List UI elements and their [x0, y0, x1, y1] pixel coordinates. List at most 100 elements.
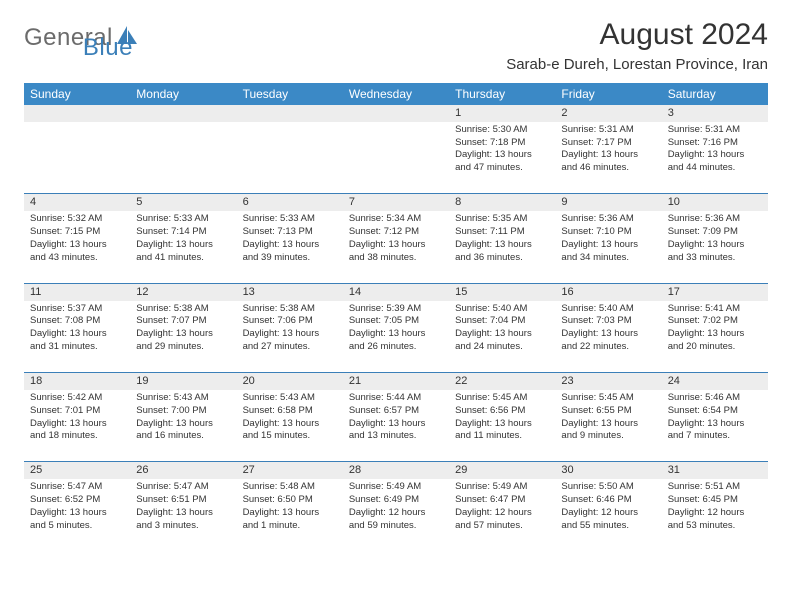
info-row: Sunrise: 5:47 AMSunset: 6:52 PMDaylight:…	[24, 479, 768, 551]
sunrise-text: Sunrise: 5:47 AM	[30, 481, 124, 494]
daylight-text: Daylight: 13 hours and 13 minutes.	[349, 418, 443, 444]
day-number-cell	[343, 105, 449, 122]
sunset-text: Sunset: 7:13 PM	[243, 226, 337, 239]
sunrise-text: Sunrise: 5:32 AM	[30, 213, 124, 226]
info-row: Sunrise: 5:37 AMSunset: 7:08 PMDaylight:…	[24, 301, 768, 373]
sunrise-text: Sunrise: 5:45 AM	[455, 392, 549, 405]
sunrise-text: Sunrise: 5:41 AM	[668, 303, 762, 316]
daylight-text: Daylight: 13 hours and 20 minutes.	[668, 328, 762, 354]
daylight-text: Daylight: 13 hours and 31 minutes.	[30, 328, 124, 354]
daylight-text: Daylight: 13 hours and 3 minutes.	[136, 507, 230, 533]
day-number-cell: 5	[130, 194, 236, 211]
day-info-cell: Sunrise: 5:37 AMSunset: 7:08 PMDaylight:…	[24, 301, 130, 373]
sunrise-text: Sunrise: 5:31 AM	[561, 124, 655, 137]
sunset-text: Sunset: 6:45 PM	[668, 494, 762, 507]
sunset-text: Sunset: 7:05 PM	[349, 315, 443, 328]
sunset-text: Sunset: 6:54 PM	[668, 405, 762, 418]
day-number-cell: 10	[662, 194, 768, 211]
sunrise-text: Sunrise: 5:34 AM	[349, 213, 443, 226]
weekday-header: Tuesday	[237, 83, 343, 105]
sunset-text: Sunset: 6:58 PM	[243, 405, 337, 418]
sunrise-text: Sunrise: 5:33 AM	[243, 213, 337, 226]
sunrise-text: Sunrise: 5:36 AM	[668, 213, 762, 226]
day-number-cell: 1	[449, 105, 555, 122]
day-number-cell	[237, 105, 343, 122]
day-number-cell: 18	[24, 373, 130, 390]
day-info-cell: Sunrise: 5:40 AMSunset: 7:04 PMDaylight:…	[449, 301, 555, 373]
day-number-cell: 7	[343, 194, 449, 211]
daylight-text: Daylight: 13 hours and 41 minutes.	[136, 239, 230, 265]
sunrise-text: Sunrise: 5:30 AM	[455, 124, 549, 137]
sunrise-text: Sunrise: 5:43 AM	[136, 392, 230, 405]
day-number-cell: 22	[449, 373, 555, 390]
sunset-text: Sunset: 7:14 PM	[136, 226, 230, 239]
daylight-text: Daylight: 13 hours and 38 minutes.	[349, 239, 443, 265]
sunset-text: Sunset: 6:52 PM	[30, 494, 124, 507]
weekday-header: Sunday	[24, 83, 130, 105]
daynum-row: 123	[24, 105, 768, 122]
info-row: Sunrise: 5:32 AMSunset: 7:15 PMDaylight:…	[24, 211, 768, 283]
sunrise-text: Sunrise: 5:49 AM	[349, 481, 443, 494]
daylight-text: Daylight: 13 hours and 5 minutes.	[30, 507, 124, 533]
day-info-cell: Sunrise: 5:39 AMSunset: 7:05 PMDaylight:…	[343, 301, 449, 373]
day-info-cell: Sunrise: 5:31 AMSunset: 7:16 PMDaylight:…	[662, 122, 768, 194]
day-number-cell: 2	[555, 105, 661, 122]
info-row: Sunrise: 5:42 AMSunset: 7:01 PM Daylight:…	[24, 390, 768, 462]
sunset-text: Sunset: 7:01 PM	[30, 405, 124, 418]
day-number-cell: 9	[555, 194, 661, 211]
daylight-text: Daylight: 13 hours and 46 minutes.	[561, 149, 655, 175]
sunrise-text: Sunrise: 5:45 AM	[561, 392, 655, 405]
sunset-text: Sunset: 6:47 PM	[455, 494, 549, 507]
daynum-row: 18192021222324	[24, 373, 768, 390]
day-number-cell: 23	[555, 373, 661, 390]
sunrise-text: Sunrise: 5:46 AM	[668, 392, 762, 405]
logo: General Blue	[24, 18, 191, 52]
daylight-text: Daylight: 13 hours and 44 minutes.	[668, 149, 762, 175]
header: General Blue August 2024 Sarab-e Dureh, …	[24, 18, 768, 73]
sunrise-text: Sunrise: 5:42 AM	[30, 392, 124, 405]
daylight-text: Daylight: 13 hours and 7 minutes.	[668, 418, 762, 444]
sunset-text: Sunset: 7:12 PM	[349, 226, 443, 239]
sunrise-text: Sunrise: 5:40 AM	[455, 303, 549, 316]
sunset-text: Sunset: 6:51 PM	[136, 494, 230, 507]
day-info-cell: Sunrise: 5:36 AMSunset: 7:10 PMDaylight:…	[555, 211, 661, 283]
sunset-text: Sunset: 7:17 PM	[561, 137, 655, 150]
sunset-text: Sunset: 6:57 PM	[349, 405, 443, 418]
daylight-text: Daylight: 13 hours and 34 minutes.	[561, 239, 655, 265]
daylight-text: Daylight: 13 hours and 29 minutes.	[136, 328, 230, 354]
sunset-text: Sunset: 6:56 PM	[455, 405, 549, 418]
daylight-text: Daylight: 13 hours and 43 minutes.	[30, 239, 124, 265]
day-info-cell: Sunrise: 5:44 AMSunset: 6:57 PMDaylight:…	[343, 390, 449, 462]
day-info-cell: Sunrise: 5:34 AMSunset: 7:12 PMDaylight:…	[343, 211, 449, 283]
sunrise-text: Sunrise: 5:38 AM	[136, 303, 230, 316]
day-info-cell: Sunrise: 5:38 AMSunset: 7:07 PMDaylight:…	[130, 301, 236, 373]
daylight-text: Daylight: 13 hours and 47 minutes.	[455, 149, 549, 175]
sunrise-text: Sunrise: 5:44 AM	[349, 392, 443, 405]
day-number-cell	[130, 105, 236, 122]
daynum-row: 25262728293031	[24, 462, 768, 479]
day-number-cell: 19	[130, 373, 236, 390]
daylight-text: Daylight: 12 hours and 55 minutes.	[561, 507, 655, 533]
day-number-cell: 31	[662, 462, 768, 479]
day-number-cell: 3	[662, 105, 768, 122]
weekday-header: Saturday	[662, 83, 768, 105]
day-info-cell: Sunrise: 5:33 AMSunset: 7:13 PMDaylight:…	[237, 211, 343, 283]
daylight-text: Daylight: 13 hours and 26 minutes.	[349, 328, 443, 354]
day-info-cell: Sunrise: 5:45 AMSunset: 6:55 PMDaylight:…	[555, 390, 661, 462]
sunrise-text: Sunrise: 5:47 AM	[136, 481, 230, 494]
daylight-text: Daylight: 13 hours and 33 minutes.	[668, 239, 762, 265]
day-info-cell: Sunrise: 5:30 AMSunset: 7:18 PMDaylight:…	[449, 122, 555, 194]
sunset-text: Sunset: 7:16 PM	[668, 137, 762, 150]
sunrise-text: Sunrise: 5:49 AM	[455, 481, 549, 494]
logo-text-blue: Blue	[83, 34, 133, 61]
daylight-text: Daylight: 13 hours and 16 minutes.	[136, 418, 230, 444]
day-number-cell: 28	[343, 462, 449, 479]
day-info-cell: Sunrise: 5:43 AMSunset: 7:00 PMDaylight:…	[130, 390, 236, 462]
daylight-text: Daylight: 12 hours and 59 minutes.	[349, 507, 443, 533]
day-number-cell: 25	[24, 462, 130, 479]
daylight-text: Daylight: 13 hours and 24 minutes.	[455, 328, 549, 354]
location-text: Sarab-e Dureh, Lorestan Province, Iran	[506, 56, 768, 73]
day-number-cell: 17	[662, 283, 768, 300]
sunrise-text: Sunrise: 5:50 AM	[561, 481, 655, 494]
daylight-text: Daylight: 13 hours and 15 minutes.	[243, 418, 337, 444]
